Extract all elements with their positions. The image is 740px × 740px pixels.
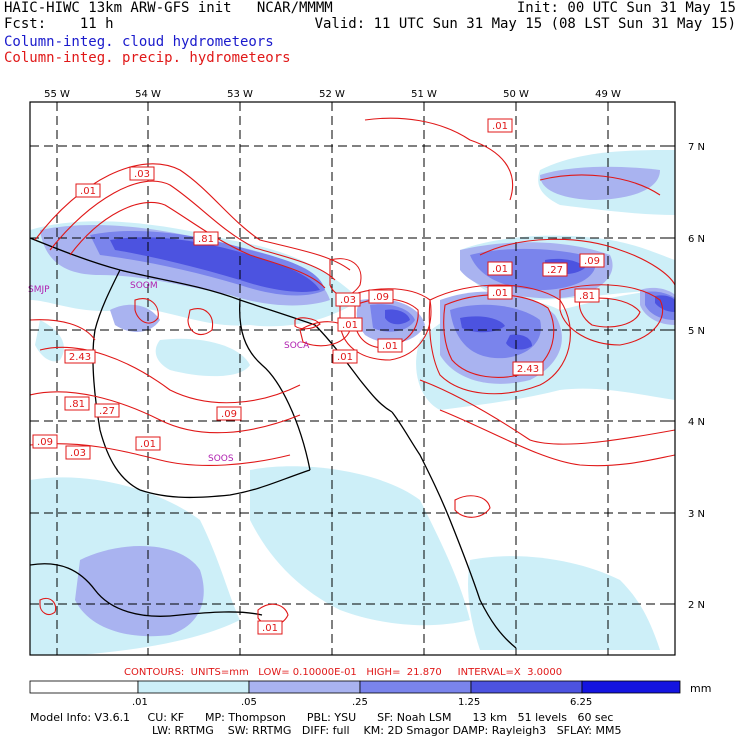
svg-text:.01: .01 (382, 341, 398, 352)
lon-label: 52 W (319, 89, 345, 100)
svg-text:.09: .09 (584, 256, 600, 267)
lat-labels: 7 N 6 N 5 N 4 N 3 N 2 N (688, 142, 705, 611)
svg-text:.03: .03 (340, 295, 356, 306)
contour-label: .01 (257, 620, 283, 635)
lon-labels: 55 W 54 W 53 W 52 W 51 W 50 W 49 W (44, 89, 621, 100)
station-label: SMJP (28, 285, 50, 295)
contour-label: .81 (64, 396, 90, 411)
contour-label: .27 (94, 403, 120, 418)
contour-label: .09 (32, 434, 58, 449)
lon-label: 55 W (44, 89, 70, 100)
svg-text:.81: .81 (579, 291, 595, 302)
colorbar-tick: .01 (132, 697, 148, 708)
contour-label: .27 (542, 262, 568, 277)
colorbar-tick: .25 (352, 697, 368, 708)
colorbar-units: mm (690, 682, 712, 695)
lat-label: 4 N (688, 417, 705, 428)
coastlines-borders (30, 237, 517, 649)
svg-text:.09: .09 (221, 409, 237, 420)
contour-label: .01 (75, 183, 101, 198)
station-label: SOCA (284, 341, 310, 351)
contour-label: .03 (65, 445, 91, 460)
lat-label: 5 N (688, 326, 705, 337)
contour-label: .01 (487, 285, 513, 300)
svg-text:2.43: 2.43 (517, 364, 539, 375)
contour-label: .09 (579, 253, 605, 268)
station-label: SOOS (208, 454, 234, 464)
svg-text:.01: .01 (492, 288, 508, 299)
svg-text:.27: .27 (547, 265, 563, 276)
svg-text:.01: .01 (342, 320, 358, 331)
lon-label: 50 W (503, 89, 529, 100)
contour-label: .09 (368, 289, 394, 304)
lon-label: 49 W (595, 89, 621, 100)
init-time: Init: 00 UTC Sun 31 May 15 (516, 0, 736, 16)
colorbar-tick: 6.25 (570, 697, 593, 708)
contour-label: .81 (193, 231, 219, 246)
legend-cloud-hydrometeors: Column-integ. cloud hydrometeors (4, 34, 274, 50)
contour-label: .01 (332, 349, 358, 364)
svg-text:2.43: 2.43 (69, 352, 91, 363)
precip-contours (30, 117, 675, 626)
model-info-line1: Model Info: V3.6.1 CU: KF MP: Thompson P… (30, 711, 614, 724)
lon-label: 51 W (411, 89, 437, 100)
lon-label: 54 W (135, 89, 161, 100)
svg-text:.09: .09 (373, 292, 389, 303)
contours-info: CONTOURS: UNITS=mm LOW= 0.10000E-01 HIGH… (124, 667, 563, 678)
svg-text:.81: .81 (69, 399, 85, 410)
station-labels: SMJP SOOM SOCA SOOS (28, 281, 310, 464)
contour-label: .09 (216, 406, 242, 421)
svg-text:.01: .01 (337, 352, 353, 363)
svg-text:.27: .27 (99, 406, 115, 417)
lat-label: 2 N (688, 600, 705, 611)
cloud-shading (30, 150, 675, 655)
lat-label: 7 N (688, 142, 705, 153)
contour-label: .01 (377, 338, 403, 353)
contour-label: .01 (337, 317, 363, 332)
svg-text:.03: .03 (134, 169, 150, 180)
colorbar (29, 680, 681, 694)
map-frame (29, 101, 676, 656)
forecast-hour: Fcst: 11 h (4, 16, 114, 32)
contour-label: 2.43 (64, 349, 96, 364)
svg-text:.01: .01 (262, 623, 278, 634)
colorbar-tick: .05 (241, 697, 257, 708)
valid-time: Valid: 11 UTC Sun 31 May 15 (08 LST Sun … (314, 16, 736, 32)
svg-text:.01: .01 (492, 121, 508, 132)
contour-label: .01 (487, 118, 513, 133)
contour-label: .03 (129, 166, 155, 181)
station-label: SOOM (130, 281, 158, 291)
colorbar-tick: 1.25 (458, 697, 481, 708)
contour-labels: .01 .03 .01 .81 .03 .09 .01 .01 .01 .01 … (32, 118, 605, 635)
svg-text:.01: .01 (492, 264, 508, 275)
plot-title: HAIC-HIWC 13km ARW-GFS init NCAR/MMMM (4, 0, 333, 16)
lat-label: 3 N (688, 509, 705, 520)
frame-ticks (56, 102, 675, 605)
contour-label: .01 (135, 436, 161, 451)
contour-label: .81 (574, 288, 600, 303)
contour-label: .01 (487, 261, 513, 276)
legend-precip-hydrometeors: Column-integ. precip. hydrometeors (4, 50, 291, 66)
contour-label: .03 (335, 292, 361, 307)
lat-label: 6 N (688, 234, 705, 245)
svg-text:.01: .01 (140, 439, 156, 450)
svg-text:.01: .01 (80, 186, 96, 197)
model-info-line2: LW: RRTMG SW: RRTMG DIFF: full KM: 2D Sm… (152, 724, 622, 737)
lon-label: 53 W (227, 89, 253, 100)
contour-label: 2.43 (512, 361, 544, 376)
svg-text:.09: .09 (37, 437, 53, 448)
svg-text:.03: .03 (70, 448, 86, 459)
svg-text:.81: .81 (198, 234, 214, 245)
